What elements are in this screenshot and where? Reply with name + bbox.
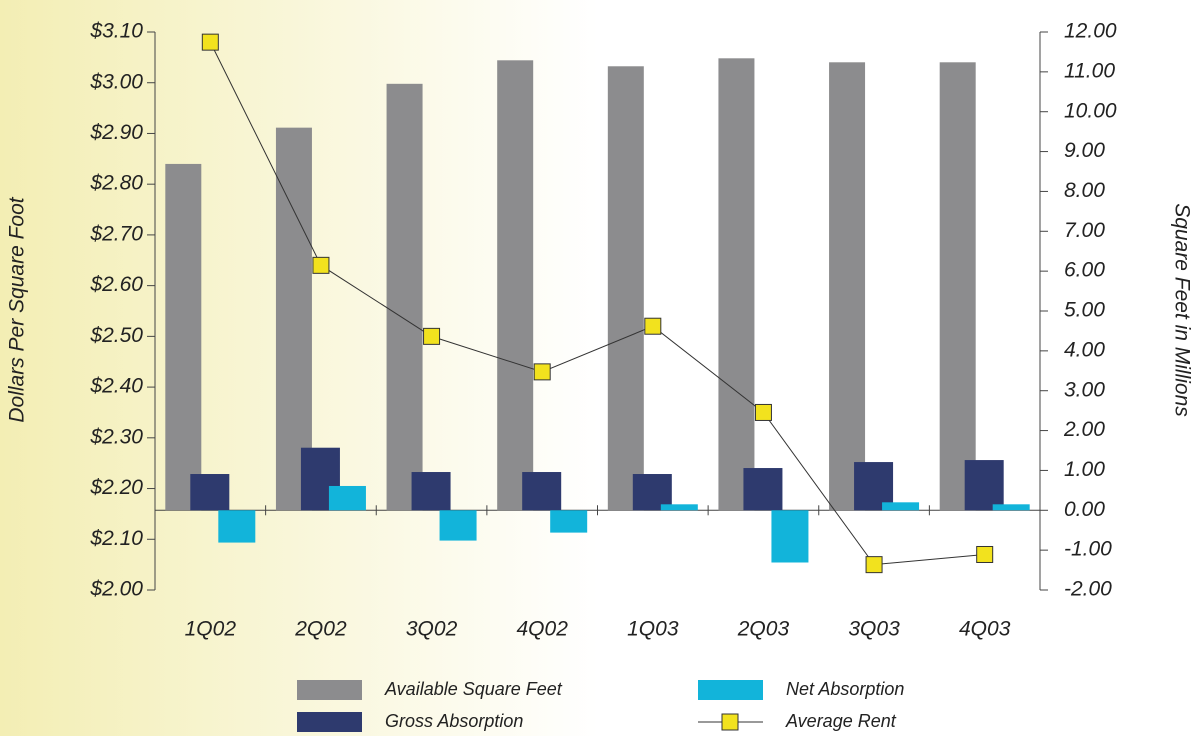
bar <box>964 460 1004 511</box>
bar <box>550 510 588 533</box>
bar <box>411 472 451 511</box>
y-tick-label: $3.10 <box>89 20 143 43</box>
x-tick-label: 1Q02 <box>185 618 237 641</box>
x-tick-label: 4Q02 <box>517 618 569 641</box>
x-tick-label: 3Q02 <box>406 618 458 641</box>
y-tick-label: $2.40 <box>89 375 143 398</box>
legend-swatch <box>698 680 763 700</box>
y-tick-label: $2.30 <box>89 425 143 448</box>
y-tick-label: $3.00 <box>89 70 143 93</box>
y2-tick-label: 10.00 <box>1064 99 1117 122</box>
y2-tick-label: -2.00 <box>1064 578 1112 601</box>
legend-label: Gross Absorption <box>385 711 523 731</box>
x-tick-label: 2Q03 <box>737 618 790 641</box>
bar <box>854 462 894 511</box>
bar <box>718 58 755 511</box>
bar <box>218 510 256 543</box>
y-tick-label: $2.70 <box>89 222 143 245</box>
y2-tick-label: 3.00 <box>1064 378 1105 401</box>
y-tick-label: $2.00 <box>89 578 143 601</box>
legend-swatch <box>297 712 362 732</box>
y-tick-label: $2.90 <box>89 121 143 144</box>
y2-tick-label: 1.00 <box>1064 458 1105 481</box>
bar <box>829 62 866 511</box>
y2-tick-label: 4.00 <box>1064 338 1105 361</box>
x-tick-label: 3Q03 <box>848 618 900 641</box>
y2-tick-label: 12.00 <box>1064 20 1117 43</box>
legend-swatch <box>297 680 362 700</box>
y2-axis-label: Square Feet in Millions <box>1170 203 1193 417</box>
y2-tick-label: 2.00 <box>1063 418 1105 441</box>
y2-tick-label: 0.00 <box>1064 498 1105 521</box>
bar <box>497 60 534 511</box>
legend-label: Average Rent <box>785 711 897 731</box>
legend-marker <box>721 713 739 731</box>
bar <box>607 66 644 511</box>
y2-tick-label: 5.00 <box>1064 299 1105 322</box>
y-tick-label: $2.20 <box>89 476 143 499</box>
bar <box>882 502 920 511</box>
marker <box>644 317 662 335</box>
bar <box>522 472 562 511</box>
y-tick-label: $2.10 <box>89 527 143 550</box>
y2-tick-label: 11.00 <box>1064 59 1115 82</box>
y-tick-label: $2.50 <box>89 324 143 347</box>
legend-label: Available Square Feet <box>384 679 563 699</box>
x-tick-label: 2Q02 <box>294 618 347 641</box>
y2-tick-label: 6.00 <box>1064 259 1105 282</box>
bar <box>632 474 672 511</box>
y2-tick-label: 9.00 <box>1064 139 1105 162</box>
bar <box>660 504 698 511</box>
marker <box>976 545 994 563</box>
legend-label: Net Absorption <box>786 679 904 699</box>
bar <box>743 468 783 511</box>
y-tick-label: $2.60 <box>89 273 143 296</box>
y2-tick-label: 8.00 <box>1064 179 1105 202</box>
bar <box>275 127 312 511</box>
marker <box>533 363 551 381</box>
marker <box>201 33 219 51</box>
y2-tick-label: 7.00 <box>1064 219 1105 242</box>
bar <box>771 510 809 563</box>
marker <box>865 556 883 574</box>
marker <box>312 256 330 274</box>
x-tick-label: 1Q03 <box>627 618 679 641</box>
line <box>209 41 985 566</box>
bar <box>939 62 976 511</box>
bar <box>190 474 230 511</box>
y-tick-label: $2.80 <box>89 172 143 195</box>
marker <box>423 327 441 345</box>
y-axis-label: Dollars Per Square Foot <box>6 196 29 422</box>
bar <box>386 83 423 511</box>
bar <box>992 504 1030 511</box>
y2-tick-label: -1.00 <box>1064 538 1112 561</box>
bar <box>439 510 477 541</box>
marker <box>754 403 772 421</box>
bar <box>328 485 366 511</box>
x-tick-label: 4Q03 <box>959 618 1011 641</box>
bar <box>165 163 202 511</box>
